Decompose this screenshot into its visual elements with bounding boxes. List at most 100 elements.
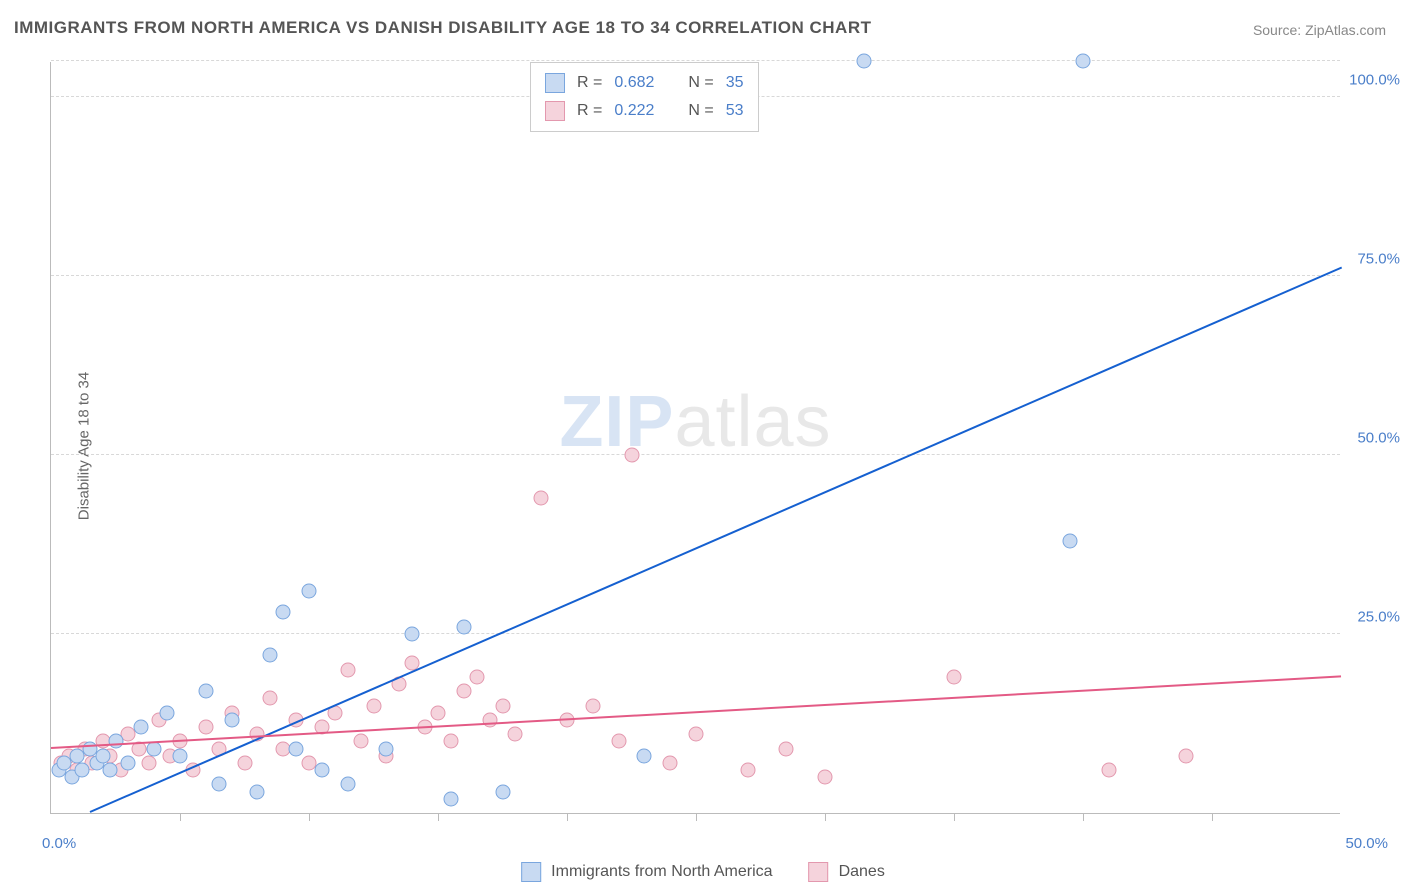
x-tick <box>696 813 697 821</box>
data-point <box>456 684 471 699</box>
data-point <box>611 734 626 749</box>
data-point <box>340 662 355 677</box>
n-label-1: N = <box>688 74 713 92</box>
data-point <box>779 741 794 756</box>
data-point <box>443 791 458 806</box>
regression-line <box>89 267 1341 813</box>
y-tick-label: 75.0% <box>1357 250 1400 267</box>
x-tick <box>954 813 955 821</box>
data-point <box>134 720 149 735</box>
data-point <box>495 698 510 713</box>
data-point <box>495 784 510 799</box>
x-tick <box>1083 813 1084 821</box>
data-point <box>431 705 446 720</box>
x-axis-min-label: 0.0% <box>42 835 76 852</box>
data-point <box>1179 748 1194 763</box>
data-point <box>534 490 549 505</box>
y-tick-label: 100.0% <box>1349 71 1400 88</box>
data-point <box>108 734 123 749</box>
data-point <box>1076 54 1091 69</box>
data-point <box>405 626 420 641</box>
data-point <box>173 748 188 763</box>
r-value-1: 0.682 <box>614 74 654 92</box>
source-name: ZipAtlas.com <box>1305 22 1386 38</box>
data-point <box>740 763 755 778</box>
data-point <box>276 605 291 620</box>
data-point <box>103 763 118 778</box>
data-point <box>366 698 381 713</box>
data-point <box>456 619 471 634</box>
data-point <box>469 669 484 684</box>
data-point <box>121 755 136 770</box>
swatch-series-2 <box>545 101 565 121</box>
data-point <box>211 777 226 792</box>
n-label-2: N = <box>688 102 713 120</box>
x-tick <box>567 813 568 821</box>
watermark-zip: ZIP <box>559 382 674 462</box>
legend-item-2: Danes <box>809 862 885 882</box>
watermark-atlas: atlas <box>674 382 831 462</box>
data-point <box>353 734 368 749</box>
stats-row-series-1: R = 0.682 N = 35 <box>545 69 744 97</box>
data-point <box>289 741 304 756</box>
stats-legend: R = 0.682 N = 35 R = 0.222 N = 53 <box>530 62 759 132</box>
r-label-1: R = <box>577 74 602 92</box>
data-point <box>142 755 157 770</box>
n-value-2: 53 <box>726 102 744 120</box>
source-attribution: Source: ZipAtlas.com <box>1253 22 1386 38</box>
data-point <box>237 755 252 770</box>
legend-swatch-1 <box>521 862 541 882</box>
r-value-2: 0.222 <box>614 102 654 120</box>
y-tick-label: 25.0% <box>1357 608 1400 625</box>
data-point <box>637 748 652 763</box>
x-tick <box>180 813 181 821</box>
data-point <box>340 777 355 792</box>
data-point <box>95 748 110 763</box>
series-legend: Immigrants from North America Danes <box>521 862 885 882</box>
data-point <box>585 698 600 713</box>
n-value-1: 35 <box>726 74 744 92</box>
data-point <box>443 734 458 749</box>
plot-area: ZIPatlas 25.0%50.0%75.0%100.0% <box>50 62 1340 814</box>
data-point <box>198 684 213 699</box>
data-point <box>689 727 704 742</box>
data-point <box>508 727 523 742</box>
x-tick <box>309 813 310 821</box>
stats-row-series-2: R = 0.222 N = 53 <box>545 97 744 125</box>
data-point <box>379 741 394 756</box>
data-point <box>263 691 278 706</box>
data-point <box>160 705 175 720</box>
data-point <box>224 712 239 727</box>
x-tick <box>825 813 826 821</box>
gridline <box>51 633 1340 634</box>
gridline <box>51 454 1340 455</box>
x-tick <box>438 813 439 821</box>
gridline <box>51 275 1340 276</box>
data-point <box>818 770 833 785</box>
watermark: ZIPatlas <box>559 381 831 463</box>
data-point <box>1063 533 1078 548</box>
data-point <box>1101 763 1116 778</box>
data-point <box>947 669 962 684</box>
data-point <box>624 447 639 462</box>
r-label-2: R = <box>577 102 602 120</box>
x-axis-max-label: 50.0% <box>1345 835 1388 852</box>
correlation-chart: IMMIGRANTS FROM NORTH AMERICA VS DANISH … <box>0 0 1406 892</box>
legend-label-2: Danes <box>839 863 885 881</box>
legend-swatch-2 <box>809 862 829 882</box>
data-point <box>314 763 329 778</box>
data-point <box>302 583 317 598</box>
data-point <box>74 763 89 778</box>
chart-title: IMMIGRANTS FROM NORTH AMERICA VS DANISH … <box>14 18 871 38</box>
data-point <box>250 784 265 799</box>
data-point <box>198 720 213 735</box>
source-label: Source: <box>1253 22 1301 38</box>
legend-label-1: Immigrants from North America <box>551 863 772 881</box>
legend-item-1: Immigrants from North America <box>521 862 772 882</box>
y-tick-label: 50.0% <box>1357 429 1400 446</box>
data-point <box>663 755 678 770</box>
gridline <box>51 60 1340 61</box>
data-point <box>263 648 278 663</box>
x-tick <box>1212 813 1213 821</box>
swatch-series-1 <box>545 73 565 93</box>
